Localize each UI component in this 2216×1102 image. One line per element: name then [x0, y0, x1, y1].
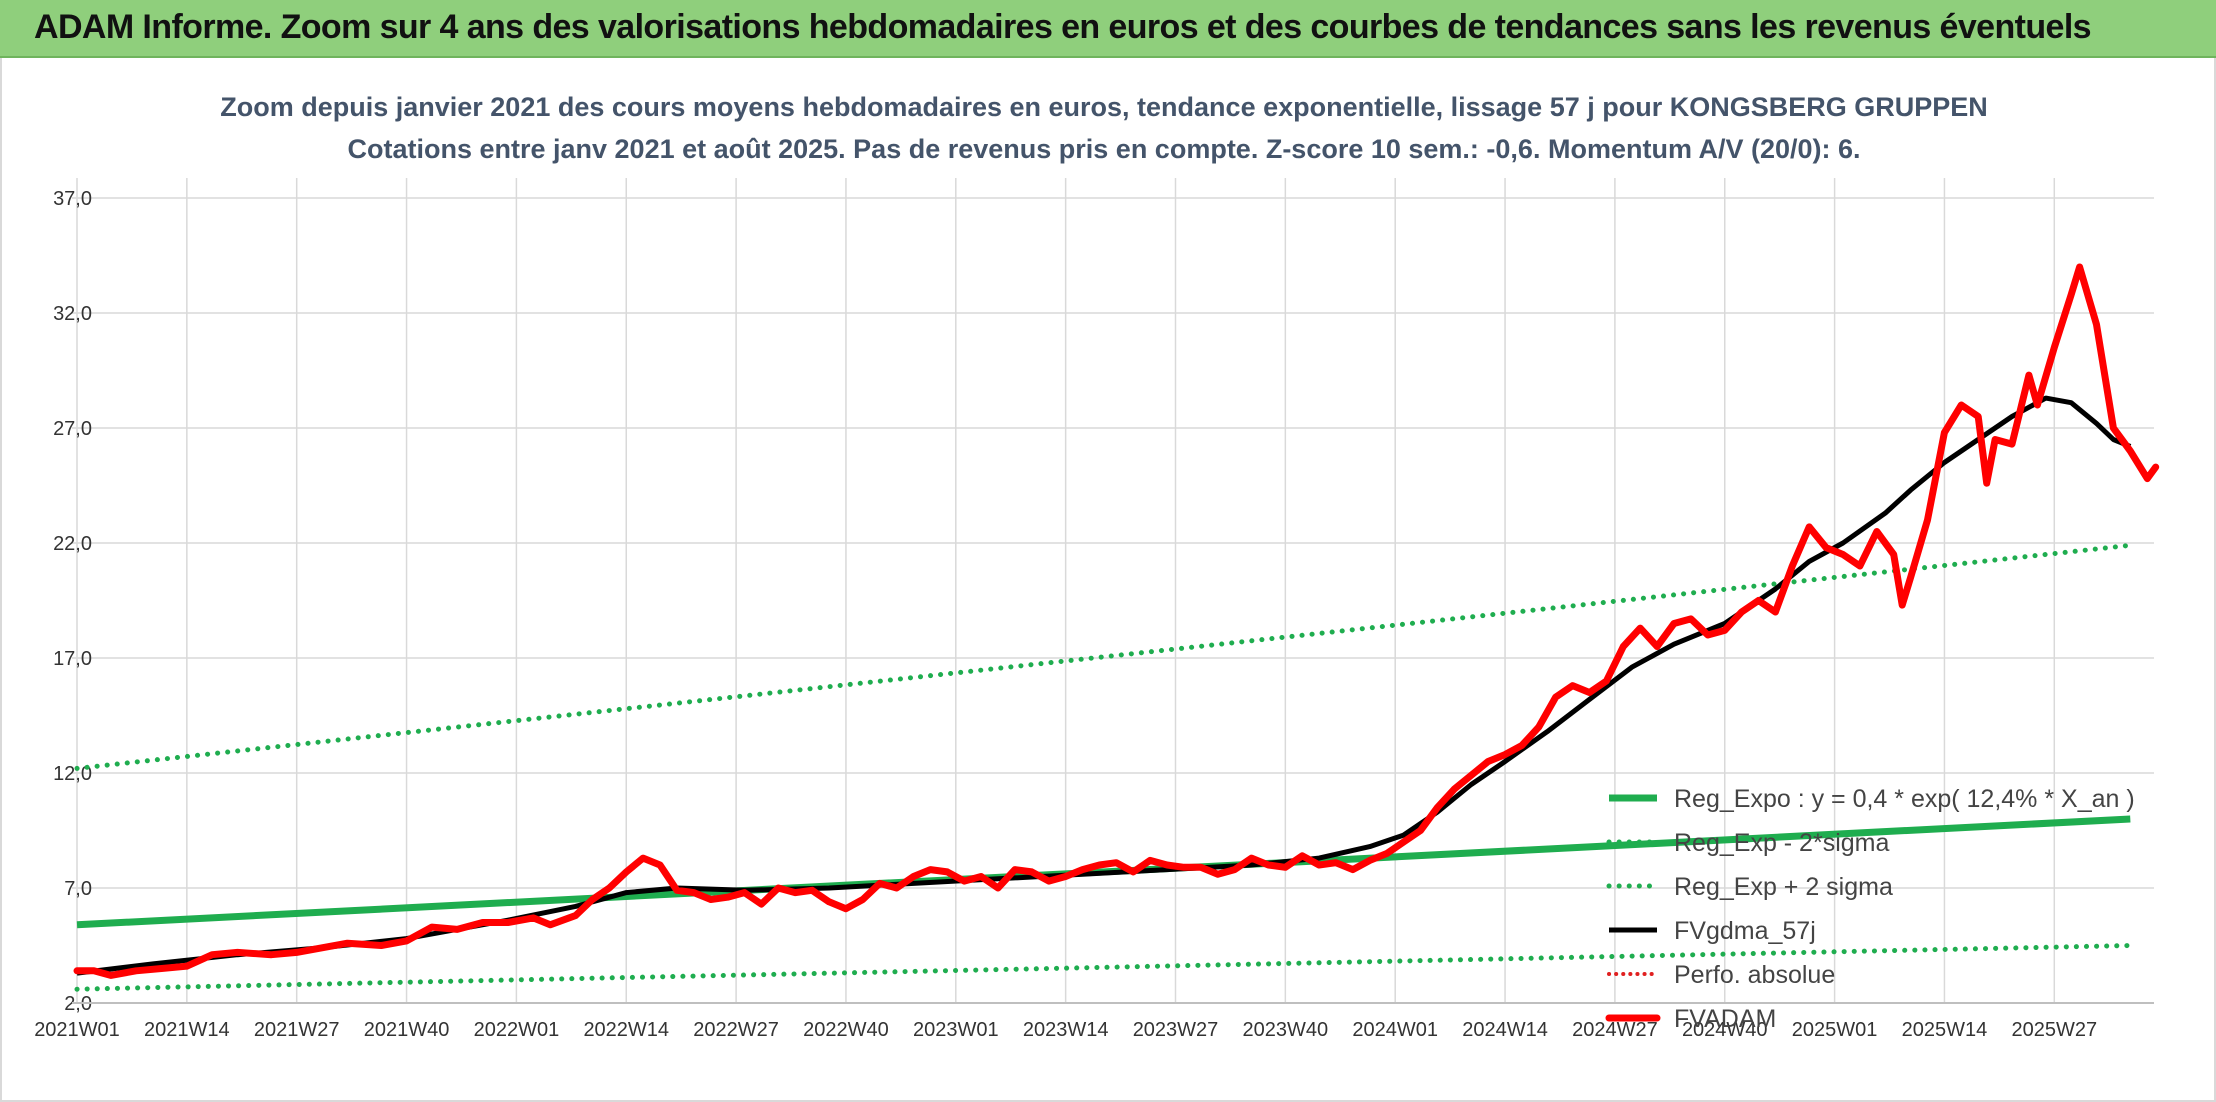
y-tick-label: 12,0	[53, 763, 92, 785]
x-tick-label: 2024W01	[1352, 1019, 1438, 1041]
y-tick-label: 27,0	[53, 418, 92, 440]
series-line-2	[74, 542, 2133, 771]
chart-frame: Zoom depuis janvier 2021 des cours moyen…	[0, 58, 2216, 1102]
report-banner: ADAM Informe. Zoom sur 4 ans des valoris…	[0, 0, 2216, 58]
legend-label-5: FVADAM	[1674, 1005, 1776, 1033]
grid	[72, 178, 2154, 1004]
report-title: ADAM Informe. Zoom sur 4 ans des valoris…	[34, 8, 2092, 46]
x-tick-label: 2021W40	[364, 1019, 450, 1041]
x-tick-label: 2024W14	[1462, 1019, 1548, 1041]
x-tick-label: 2023W14	[1023, 1019, 1109, 1041]
legend-label-0: Reg_Expo : y = 0,4 * exp( 12,4% * X_an )	[1674, 785, 2135, 813]
x-tick-label: 2025W01	[1792, 1019, 1878, 1041]
legend-label-3: FVgdma_57j	[1674, 917, 1816, 945]
legend-label-1: Reg_Exp - 2*sigma	[1674, 829, 1889, 857]
series-layer	[73, 263, 2160, 992]
legend-label-4: Perfo. absolue	[1674, 961, 1835, 989]
x-tick-label: 2023W27	[1133, 1019, 1219, 1041]
x-tick-label: 2025W27	[2011, 1019, 2097, 1041]
x-tick-label: 2023W40	[1243, 1019, 1329, 1041]
series-line-1	[74, 943, 2133, 992]
y-tick-label: 22,0	[53, 533, 92, 555]
price-chart: Zoom depuis janvier 2021 des cours moyen…	[34, 92, 2160, 1041]
x-tick-label: 2021W01	[34, 1019, 120, 1041]
y-tick-label: 7,0	[64, 878, 92, 900]
x-tick-label: 2023W01	[913, 1019, 999, 1041]
legend: Reg_Expo : y = 0,4 * exp( 12,4% * X_an )…	[1605, 785, 2135, 1033]
y-tick-label: 37,0	[53, 188, 92, 210]
series-line-5	[73, 263, 2160, 979]
y-tick-label: 17,0	[53, 648, 92, 670]
x-tick-label: 2024W27	[1572, 1019, 1658, 1041]
x-tick-label: 2022W14	[583, 1019, 669, 1041]
y-tick-label: 32,0	[53, 303, 92, 325]
x-tick-label: 2022W01	[474, 1019, 560, 1041]
legend-label-2: Reg_Exp + 2 sigma	[1674, 873, 1893, 901]
chart-title: Zoom depuis janvier 2021 des cours moyen…	[220, 92, 1988, 122]
x-tick-label: 2021W14	[144, 1019, 230, 1041]
x-tick-label: 2022W40	[803, 1019, 889, 1041]
x-tick-label: 2024W40	[1682, 1019, 1768, 1041]
series-line-3	[76, 395, 2132, 976]
x-tick-label: 2022W27	[693, 1019, 779, 1041]
chart-subtitle: Cotations entre janv 2021 et août 2025. …	[347, 134, 1860, 164]
x-tick-label: 2025W14	[1902, 1019, 1988, 1041]
x-tick-label: 2021W27	[254, 1019, 340, 1041]
